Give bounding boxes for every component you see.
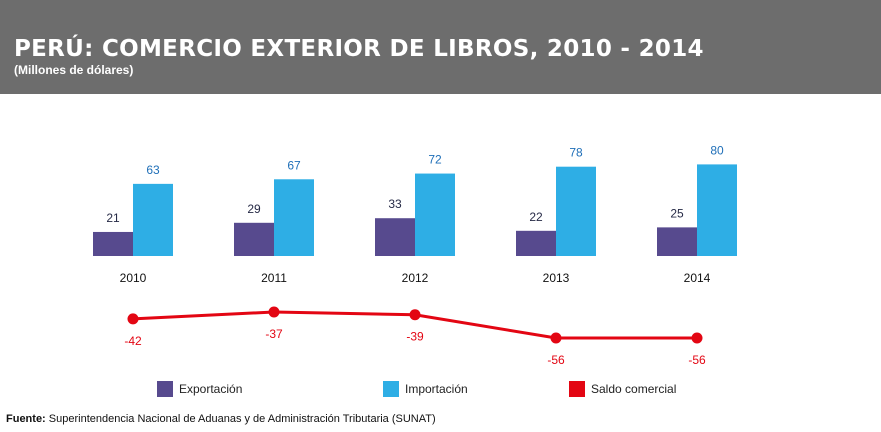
- legend-saldo-comercial-label: Saldo comercial: [591, 382, 676, 396]
- saldo-point-2014: [691, 332, 703, 344]
- chart-subtitle: (Millones de dólares): [14, 63, 134, 77]
- source-text: Superintendencia Nacional de Aduanas y d…: [48, 413, 436, 425]
- saldo-label-2010: -42: [124, 334, 142, 348]
- saldo-point-2012: [409, 309, 421, 321]
- label-exportacion-2013: 22: [529, 210, 543, 224]
- label-exportacion-2011: 29: [247, 202, 261, 216]
- saldo-label-2011: -37: [265, 327, 283, 341]
- bar-exportacion-2010: [93, 231, 133, 256]
- bar-exportacion-2013: [516, 230, 556, 256]
- saldo-label-2014: -56: [688, 353, 706, 367]
- category-label-2010: 2010: [120, 271, 147, 285]
- legend-importacion-label: Importación: [405, 382, 468, 396]
- category-label-2011: 2011: [261, 271, 287, 285]
- bar-importacion-2012: [415, 173, 455, 256]
- bar-importacion-2010: [133, 183, 173, 256]
- saldo-point-2013: [550, 332, 562, 344]
- bar-importacion-2014: [697, 164, 737, 256]
- legend-saldo-comercial-swatch: [569, 381, 585, 397]
- label-importacion-2010: 63: [146, 163, 160, 177]
- source-label: Fuente:: [6, 413, 46, 425]
- bar-exportacion-2014: [657, 227, 697, 256]
- bar-exportacion-2012: [375, 218, 415, 256]
- label-importacion-2012: 72: [428, 153, 442, 167]
- category-label-2013: 2013: [543, 271, 570, 285]
- saldo-point-2011: [268, 306, 280, 318]
- label-exportacion-2014: 25: [670, 206, 684, 220]
- chart-title: PERÚ: COMERCIO EXTERIOR DE LIBROS, 2010 …: [14, 36, 704, 62]
- label-importacion-2013: 78: [569, 146, 583, 160]
- legend-exportacion-swatch: [157, 381, 173, 397]
- saldo-point-2010: [127, 313, 139, 325]
- bar-importacion-2013: [556, 166, 596, 256]
- label-importacion-2011: 67: [287, 158, 301, 172]
- legend-exportacion-label: Exportación: [179, 382, 242, 396]
- category-label-2014: 2014: [684, 271, 711, 285]
- legend-importacion-swatch: [383, 381, 399, 397]
- bar-importacion-2011: [274, 179, 314, 256]
- saldo-label-2013: -56: [547, 353, 565, 367]
- bar-exportacion-2011: [234, 222, 274, 256]
- source-note: Fuente: Superintendencia Nacional de Adu…: [6, 413, 436, 425]
- saldo-label-2012: -39: [406, 330, 424, 344]
- header-banner: PERÚ: COMERCIO EXTERIOR DE LIBROS, 2010 …: [0, 0, 881, 94]
- label-importacion-2014: 80: [710, 143, 724, 157]
- category-label-2012: 2012: [402, 271, 429, 285]
- label-exportacion-2012: 33: [388, 197, 402, 211]
- label-exportacion-2010: 21: [106, 211, 120, 225]
